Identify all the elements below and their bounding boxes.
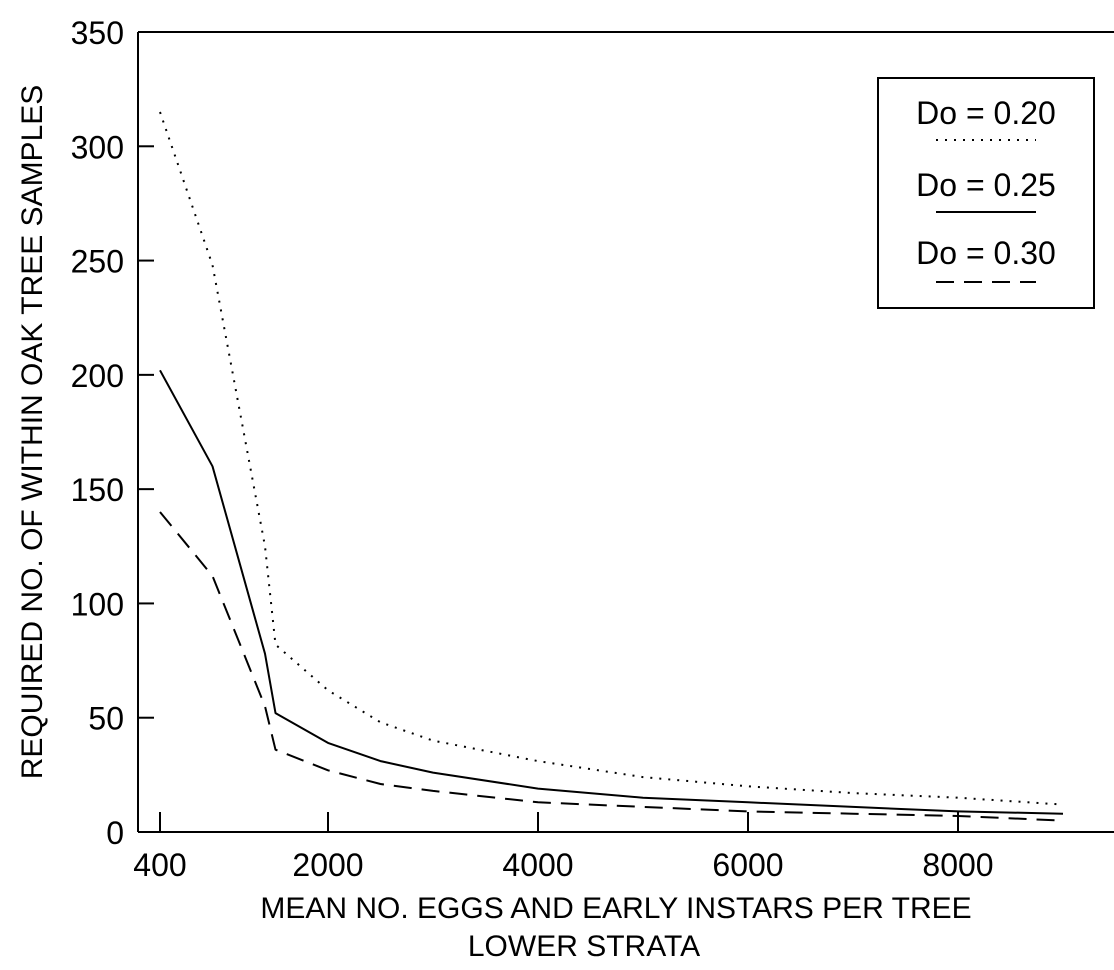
x-tick-label-4000: 4000 [502, 847, 573, 883]
legend-box [877, 77, 1095, 309]
y-axis-ticks: 0 50 100 150 200 250 300 350 [71, 15, 154, 851]
legend-label-do-030: Do = 0.30 [916, 235, 1056, 271]
y-axis-title: REQUIRED NO. OF WITHIN OAK TREE SAMPLES [16, 85, 49, 780]
series-line-do-025 [159, 369, 1064, 815]
y-tick-label-350: 350 [71, 15, 124, 51]
y-tick-label-0: 0 [106, 815, 124, 851]
x-axis-subtitle: LOWER STRATA [468, 930, 700, 963]
x-tick-label-2000: 2000 [292, 847, 363, 883]
y-tick-label-250: 250 [71, 244, 124, 280]
x-tick-label-8000: 8000 [922, 847, 993, 883]
x-axis-ticks: 400 2000 4000 6000 8000 [133, 812, 994, 883]
y-tick-label-200: 200 [71, 358, 124, 394]
legend-label-do-025: Do = 0.25 [916, 167, 1056, 203]
series-line-do-030 [159, 511, 1064, 822]
y-tick-label-150: 150 [71, 472, 124, 508]
y-tick-label-50: 50 [88, 701, 124, 737]
series-layer [159, 111, 1064, 822]
legend-label-do-020: Do = 0.20 [916, 95, 1056, 131]
x-tick-label-6000: 6000 [712, 847, 783, 883]
legend: Do = 0.20 Do = 0.25 Do = 0.30 [877, 77, 1095, 309]
y-tick-label-100: 100 [71, 586, 124, 622]
x-axis-title: MEAN NO. EGGS AND EARLY INSTARS PER TREE [260, 892, 971, 925]
x-tick-label-400: 400 [133, 847, 186, 883]
y-tick-label-300: 300 [71, 129, 124, 165]
